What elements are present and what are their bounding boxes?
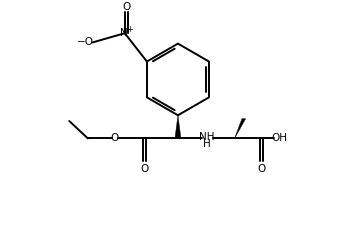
Text: N: N xyxy=(120,28,128,38)
Text: O: O xyxy=(122,2,130,12)
Text: OH: OH xyxy=(272,133,288,143)
Text: +: + xyxy=(127,25,133,34)
Text: O: O xyxy=(141,164,149,174)
Text: H: H xyxy=(203,139,211,149)
Text: O: O xyxy=(257,164,265,174)
Text: O: O xyxy=(110,133,118,143)
Text: −O: −O xyxy=(77,37,94,47)
Text: NH: NH xyxy=(199,132,214,142)
Polygon shape xyxy=(175,115,181,138)
Polygon shape xyxy=(235,119,246,138)
